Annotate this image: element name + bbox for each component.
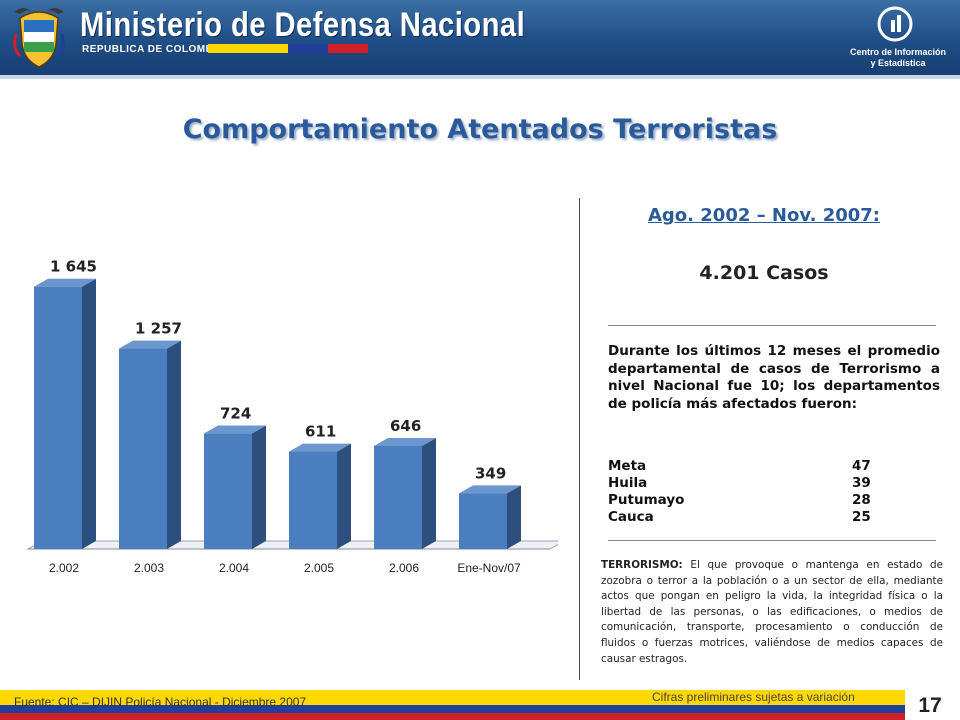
bar bbox=[374, 445, 422, 549]
bar bbox=[289, 451, 337, 549]
definition-term: TERRORISMO: bbox=[601, 559, 683, 571]
terrorism-definition: TERRORISMO: El que provoque o mantenga e… bbox=[601, 558, 943, 667]
bar-side bbox=[337, 443, 351, 549]
bar-value-label: 1 645 bbox=[50, 258, 97, 276]
department-value: 47 bbox=[852, 458, 871, 474]
department-name: Meta bbox=[608, 458, 647, 474]
summary-divider-bottom bbox=[608, 540, 936, 541]
footer-flag-stripes bbox=[0, 690, 905, 720]
department-name: Putumayo bbox=[608, 492, 685, 508]
page-number: 17 bbox=[918, 694, 942, 717]
department-row: Cauca 25 bbox=[608, 509, 888, 526]
vertical-divider bbox=[579, 198, 580, 680]
department-value: 25 bbox=[852, 509, 871, 525]
definition-text: El que provoque o mantenga en estado de … bbox=[601, 559, 943, 665]
bar-chart: 1 645 2.002 1 257 2.003 724 2.004 611 2.005 646 2… bbox=[26, 258, 558, 575]
department-row: Putumayo 28 bbox=[608, 492, 888, 509]
department-value: 28 bbox=[852, 492, 871, 508]
department-value: 39 bbox=[852, 475, 871, 491]
coat-of-arms-icon bbox=[13, 8, 65, 68]
bar-value-label: 611 bbox=[305, 423, 336, 441]
republic-subtitle: REPUBLICA DE COLOMBIA bbox=[82, 44, 225, 55]
bar-top bbox=[374, 437, 436, 446]
period-heading: Ago. 2002 – Nov. 2007: bbox=[647, 205, 880, 226]
total-cases: 4.201 Casos bbox=[699, 262, 829, 284]
x-tick-label: Ene-Nov/07 bbox=[457, 561, 521, 575]
x-tick-label: 2.002 bbox=[49, 561, 79, 575]
cie-logo-icon bbox=[877, 6, 913, 42]
bar bbox=[34, 286, 82, 549]
cie-label: Centro de Información y Estadística bbox=[838, 47, 958, 69]
bar-side bbox=[507, 485, 521, 549]
bar-side bbox=[252, 425, 266, 549]
bar-value-label: 349 bbox=[475, 464, 506, 482]
x-tick-label: 2.005 bbox=[304, 561, 334, 575]
summary-divider-top bbox=[608, 325, 936, 326]
department-row: Huila 39 bbox=[608, 475, 888, 492]
preliminary-note: Cifras preliminares sujetas a variación bbox=[652, 690, 855, 704]
department-name: Huila bbox=[608, 475, 648, 491]
footer-stripe-yellow bbox=[0, 690, 905, 705]
bar-top bbox=[34, 278, 96, 287]
x-tick-label: 2.006 bbox=[389, 561, 419, 575]
x-tick-label: 2.004 bbox=[219, 561, 249, 575]
bar-top bbox=[204, 425, 266, 434]
bar-side bbox=[422, 437, 436, 549]
bar-value-label: 1 257 bbox=[135, 320, 182, 338]
page-title: Comportamiento Atentados Terroristas bbox=[182, 114, 778, 145]
header-divider bbox=[0, 75, 960, 79]
bar-side bbox=[167, 340, 181, 549]
ministry-title: Ministerio de Defensa Nacional bbox=[80, 6, 526, 44]
source-note: Fuente: CIC – DIJIN Policía Nacional - D… bbox=[14, 695, 307, 709]
bar bbox=[459, 493, 507, 549]
footer-stripe-blue bbox=[0, 705, 905, 713]
bar-top bbox=[289, 443, 351, 452]
bar bbox=[204, 433, 252, 549]
header-banner: Ministerio de Defensa Nacional REPUBLICA… bbox=[0, 0, 960, 75]
x-tick-label: 2.003 bbox=[134, 561, 164, 575]
summary-paragraph: Durante los últimos 12 meses el promedio… bbox=[608, 343, 940, 412]
bar-side bbox=[82, 278, 96, 549]
department-name: Cauca bbox=[608, 509, 654, 525]
footer-stripe-red bbox=[0, 713, 905, 720]
department-row: Meta 47 bbox=[608, 458, 888, 475]
bar-top bbox=[459, 485, 521, 494]
bar-value-label: 724 bbox=[220, 405, 251, 423]
cie-label-line1: Centro de Información bbox=[849, 47, 946, 57]
bar bbox=[119, 348, 167, 549]
department-list: Meta 47 Huila 39 Putumayo 28 Cauca 25 bbox=[608, 458, 888, 526]
bar-value-label: 646 bbox=[390, 417, 421, 435]
cie-label-line2: y Estadística bbox=[870, 58, 926, 68]
flag-strip bbox=[208, 44, 368, 53]
bar-top bbox=[119, 340, 181, 349]
